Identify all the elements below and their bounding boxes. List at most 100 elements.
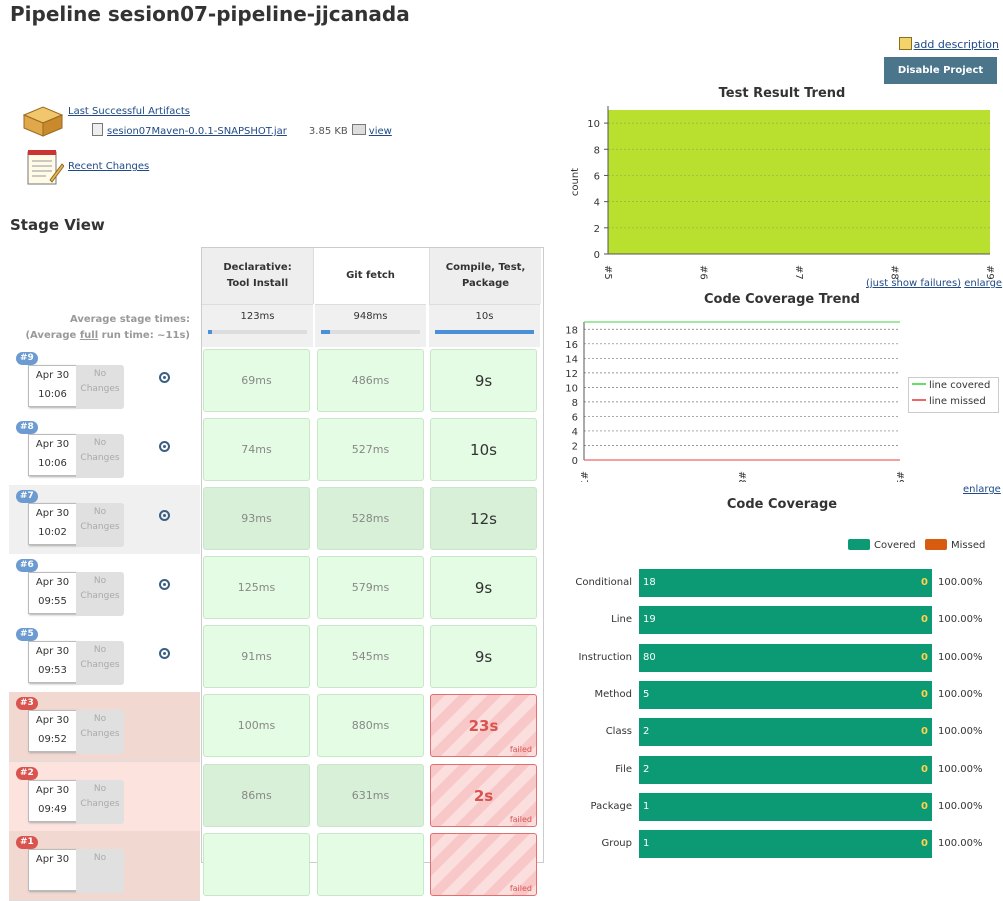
stage-cell[interactable]: 579ms [317, 556, 424, 619]
stage-duration: 528ms [351, 512, 390, 525]
stage-header-line: Git fetch [346, 270, 395, 281]
avg-time-tool-install: 123ms [202, 304, 313, 347]
artifacts-info-icon[interactable] [159, 510, 170, 521]
x-tick-label: #5 [602, 265, 613, 280]
stage-duration: 12s [470, 509, 497, 528]
stage-cell[interactable]: 528ms [317, 487, 424, 550]
stage-cell[interactable]: 2s failed [430, 764, 537, 827]
artifacts-info-icon[interactable] [159, 648, 170, 659]
no-changes-line: Changes [80, 729, 120, 739]
covered-value: 2 [643, 726, 650, 738]
stage-cell[interactable]: 12s [430, 487, 537, 550]
coverage-bar: 80 0 [639, 643, 932, 672]
artifacts-info-icon[interactable] [159, 579, 170, 590]
stage-cell[interactable]: 631ms [317, 764, 424, 827]
stage-cell[interactable]: 100ms [203, 694, 310, 757]
build-number-badge[interactable]: #6 [16, 559, 38, 572]
no-changes-label: No Changes [76, 365, 124, 409]
build-date: Apr 30 [35, 785, 70, 796]
stage-duration: 10s [470, 440, 497, 459]
avg-time-bar [321, 330, 420, 334]
artifact-size: 3.85 KB [308, 126, 348, 137]
stage-cell[interactable]: 125ms [203, 556, 310, 619]
coverage-bar: 18 0 [639, 569, 932, 597]
y-tick-label: 10 [565, 383, 578, 394]
artifact-file-row: sesion07Maven-0.0.1-SNAPSHOT.jar 3.85 KB v… [92, 123, 392, 137]
test-trend-enlarge-link[interactable]: enlarge [964, 278, 1003, 289]
coverage-percent: 100.00% [938, 763, 983, 775]
coverage-trend-title: Code Coverage Trend [704, 292, 860, 307]
stage-cell[interactable]: 91ms [203, 625, 310, 688]
build-number-badge[interactable]: #9 [16, 352, 38, 365]
stage-header-compile: Compile, Test, Package [429, 248, 541, 304]
stage-duration: 100ms [237, 719, 276, 732]
coverage-category-label: Method [594, 688, 632, 700]
no-changes-label: No Changes [76, 710, 124, 754]
edit-icon [898, 37, 912, 50]
stage-cell[interactable]: 23s failed [430, 694, 537, 757]
build-time: 10:06 [38, 458, 67, 469]
just-show-failures-link[interactable]: (just show failures) [866, 278, 962, 289]
coverage-trend-enlarge-link[interactable]: enlarge [963, 484, 1001, 495]
missed-value: 0 [921, 726, 928, 738]
stage-cell[interactable] [203, 833, 310, 896]
build-number-badge[interactable]: #3 [16, 697, 38, 710]
stage-cell[interactable]: 86ms [203, 764, 310, 827]
build-number-badge[interactable]: #5 [16, 628, 38, 641]
build-date-box: Apr 30 09:53 [28, 641, 77, 683]
avg-time-compile: 10s [429, 304, 540, 347]
stage-cell[interactable]: 74ms [203, 418, 310, 481]
legend-missed: Missed [925, 539, 985, 551]
artifact-view-link[interactable]: view [368, 126, 392, 137]
stage-cell[interactable]: 69ms [203, 349, 310, 412]
build-number-badge[interactable]: #7 [16, 490, 38, 503]
stage-cell[interactable]: 9s [430, 625, 537, 688]
stage-cell[interactable]: 527ms [317, 418, 424, 481]
stage-cell[interactable]: failed [430, 833, 537, 896]
last-successful-artifacts-link[interactable]: Last Successful Artifacts [68, 106, 191, 117]
stage-cell[interactable]: 9s [430, 349, 537, 412]
build-number-badge[interactable]: #2 [16, 767, 38, 780]
legend-line-missed: line missed [909, 394, 998, 410]
y-tick-label: 8 [572, 398, 578, 409]
avg-time-value: 948ms [353, 311, 388, 322]
recent-changes-link[interactable]: Recent Changes [68, 161, 150, 172]
build-time: 09:55 [38, 596, 67, 607]
stage-cell[interactable]: 9s [430, 556, 537, 619]
y-tick-label: 0 [594, 250, 600, 261]
disable-project-button[interactable]: Disable Project [884, 57, 997, 84]
build-date: Apr 30 [35, 577, 70, 588]
add-description-link[interactable]: add description [898, 37, 999, 51]
test-trend-area [608, 110, 990, 254]
stage-header-tool-install: Declarative: Tool Install [202, 248, 314, 304]
no-changes-label: No Changes [76, 503, 124, 547]
stage-cell[interactable] [317, 833, 424, 896]
covered-value: 2 [643, 763, 650, 775]
artifacts-info-icon[interactable] [159, 441, 170, 452]
build-time: 10:06 [38, 389, 67, 400]
stage-duration: 486ms [351, 374, 390, 387]
stage-view-title: Stage View [10, 216, 105, 234]
y-tick-label: 6 [594, 171, 600, 182]
y-tick-label: 6 [572, 412, 578, 423]
no-changes-line: Changes [80, 522, 120, 532]
full-run-link[interactable]: full [79, 330, 99, 341]
avg-time-bar [208, 330, 307, 334]
build-number-badge[interactable]: #8 [16, 421, 38, 434]
stage-cell[interactable]: 545ms [317, 625, 424, 688]
failed-label: failed [509, 745, 532, 754]
stage-cell[interactable]: 93ms [203, 487, 310, 550]
build-date-box: Apr 30 10:06 [28, 434, 77, 476]
artifact-file-link[interactable]: sesion07Maven-0.0.1-SNAPSHOT.jar [107, 126, 287, 137]
build-time: 09:52 [38, 734, 67, 745]
stage-cell[interactable]: 486ms [317, 349, 424, 412]
build-number-badge[interactable]: #1 [16, 836, 38, 849]
artifacts-info-icon[interactable] [159, 372, 170, 383]
stage-cell[interactable]: 880ms [317, 694, 424, 757]
legend-line-covered: line covered [909, 378, 998, 394]
stage-cell[interactable]: 10s [430, 418, 537, 481]
build-time: 09:53 [38, 665, 67, 676]
coverage-bar: 19 0 [639, 606, 932, 635]
add-description-label: add description [913, 38, 999, 51]
y-tick-label: 16 [565, 340, 578, 351]
